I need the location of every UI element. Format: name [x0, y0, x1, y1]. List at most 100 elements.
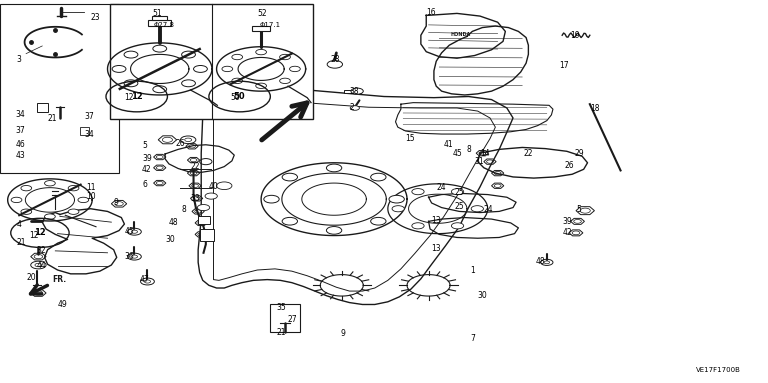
- Text: 3: 3: [17, 55, 22, 64]
- Bar: [200, 229, 214, 241]
- Text: 25: 25: [455, 188, 465, 197]
- Text: 20: 20: [27, 273, 37, 282]
- Text: 13: 13: [432, 216, 442, 225]
- Text: 37: 37: [15, 126, 25, 135]
- Text: 39: 39: [142, 154, 152, 163]
- Text: 34: 34: [84, 130, 94, 139]
- Circle shape: [21, 209, 31, 214]
- Text: 46: 46: [15, 140, 25, 149]
- Text: 40: 40: [209, 182, 219, 192]
- Circle shape: [326, 226, 342, 234]
- Text: 39: 39: [562, 217, 572, 226]
- Circle shape: [153, 86, 167, 93]
- Circle shape: [371, 173, 386, 181]
- Text: 12: 12: [29, 231, 38, 240]
- Text: 4: 4: [17, 219, 22, 229]
- Circle shape: [256, 83, 266, 88]
- Circle shape: [45, 214, 55, 219]
- Text: 13: 13: [432, 244, 442, 254]
- Text: 22: 22: [190, 162, 200, 171]
- Circle shape: [412, 223, 424, 229]
- Circle shape: [124, 51, 138, 58]
- Text: 24: 24: [484, 205, 494, 214]
- Text: 38: 38: [349, 87, 359, 97]
- Bar: [110, 4, 313, 119]
- Circle shape: [452, 223, 464, 229]
- Circle shape: [280, 78, 290, 83]
- Text: 17: 17: [559, 61, 569, 70]
- Circle shape: [389, 195, 404, 203]
- Circle shape: [194, 65, 207, 72]
- Text: 21: 21: [17, 237, 26, 247]
- Circle shape: [452, 188, 464, 195]
- Text: 23: 23: [91, 13, 101, 22]
- Text: 12: 12: [124, 93, 134, 102]
- Circle shape: [21, 185, 31, 191]
- Text: HONDA: HONDA: [451, 32, 471, 37]
- Text: 12: 12: [34, 228, 46, 237]
- Text: 35: 35: [276, 303, 286, 312]
- Text: Φ17.1: Φ17.1: [260, 22, 281, 28]
- Text: 7: 7: [470, 334, 475, 344]
- Text: 45: 45: [453, 149, 463, 158]
- Text: 9: 9: [340, 329, 345, 338]
- Text: 50: 50: [233, 92, 246, 101]
- Text: 47: 47: [140, 275, 150, 284]
- Text: 43: 43: [15, 151, 25, 160]
- Circle shape: [124, 80, 138, 87]
- Circle shape: [471, 206, 484, 212]
- Circle shape: [181, 51, 195, 58]
- Text: 5: 5: [142, 141, 147, 150]
- Text: 50: 50: [230, 93, 240, 102]
- Text: 51: 51: [152, 9, 162, 18]
- Text: 41: 41: [444, 140, 454, 149]
- Circle shape: [280, 54, 290, 60]
- Text: 42: 42: [562, 228, 572, 237]
- Text: VE17F1700B: VE17F1700B: [697, 367, 741, 373]
- Text: 30: 30: [165, 235, 175, 244]
- Text: 36: 36: [124, 252, 134, 261]
- Circle shape: [205, 193, 217, 199]
- Circle shape: [197, 205, 210, 211]
- Text: 19: 19: [570, 31, 580, 40]
- Circle shape: [351, 88, 363, 94]
- Text: 48: 48: [169, 218, 179, 227]
- Text: 18: 18: [590, 103, 599, 113]
- Bar: [80, 127, 89, 135]
- Text: 33: 33: [190, 193, 200, 203]
- Bar: [198, 216, 210, 224]
- Bar: [344, 90, 361, 93]
- Text: 21: 21: [48, 114, 57, 123]
- Bar: [152, 16, 167, 20]
- Text: 27: 27: [288, 315, 298, 324]
- Text: 28: 28: [330, 55, 339, 64]
- Text: 44: 44: [37, 260, 47, 270]
- Circle shape: [282, 218, 297, 225]
- Circle shape: [326, 164, 342, 172]
- Circle shape: [200, 159, 212, 165]
- Circle shape: [78, 197, 89, 203]
- Bar: [37, 103, 48, 112]
- Circle shape: [181, 80, 195, 87]
- Text: FR.: FR.: [52, 275, 66, 283]
- Text: 45: 45: [124, 227, 134, 236]
- Text: 8: 8: [181, 205, 186, 214]
- Bar: [270, 304, 300, 332]
- Text: 26: 26: [564, 161, 574, 170]
- Text: 10: 10: [86, 192, 96, 201]
- Text: 22: 22: [524, 149, 533, 159]
- Text: 6: 6: [142, 180, 147, 189]
- Circle shape: [412, 188, 424, 195]
- Text: 26: 26: [175, 139, 185, 148]
- Circle shape: [68, 209, 79, 214]
- Circle shape: [282, 173, 297, 181]
- Text: 16: 16: [426, 8, 436, 17]
- Text: Φ27.8: Φ27.8: [154, 22, 174, 28]
- Circle shape: [232, 54, 243, 60]
- Circle shape: [371, 218, 386, 225]
- Text: 32: 32: [37, 246, 47, 255]
- Circle shape: [153, 45, 167, 52]
- Circle shape: [327, 61, 343, 68]
- Text: 31: 31: [475, 157, 485, 166]
- Circle shape: [290, 66, 300, 72]
